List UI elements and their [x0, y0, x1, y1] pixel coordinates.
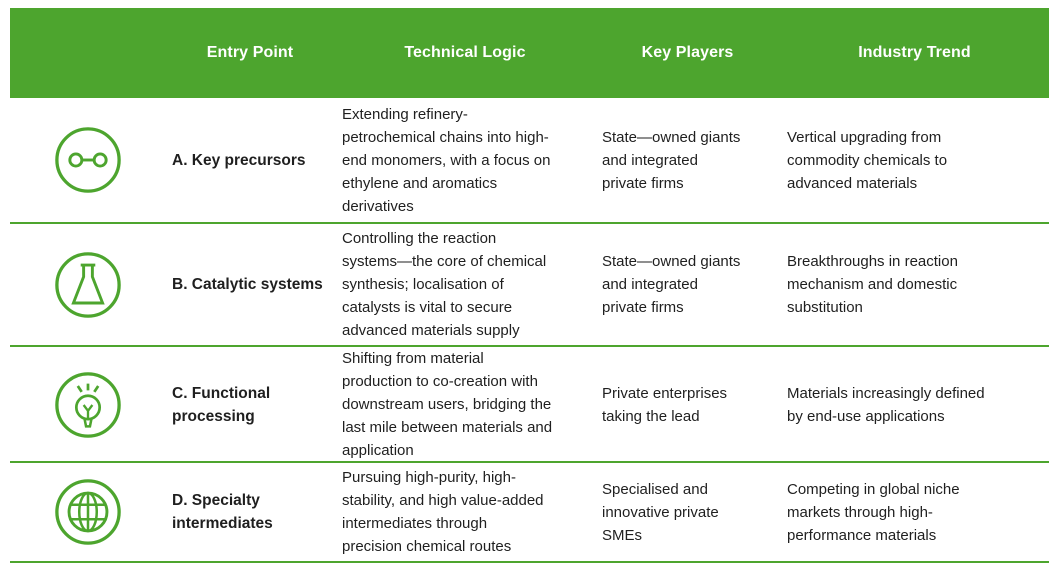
- industry-trend-cell: Vertical upgrading from commodity chemic…: [787, 128, 948, 192]
- key-players-cell: Private enterprises taking the lead: [602, 384, 728, 425]
- technical-logic-cell: Extending refinery- petrochemical chains…: [342, 105, 551, 215]
- table-row: B. Catalytic systems Controlling the rea…: [10, 224, 1049, 347]
- table-header-row: Entry Point Technical Logic Key Players …: [10, 8, 1049, 98]
- technical-logic-cell: Controlling the reaction systems—the cor…: [342, 230, 547, 339]
- column-header-entry-point: Entry Point: [206, 44, 294, 61]
- entry-point-cell: A. Key precursors: [172, 151, 306, 169]
- technical-logic-cell: Shifting from material production to co-…: [342, 350, 553, 459]
- industry-trend-cell: Breakthroughs in reaction mechanism and …: [787, 253, 958, 316]
- key-players-cell: Specialised and innovative private SMEs: [602, 480, 719, 544]
- technical-logic-cell: Pursuing high-purity, high- stability, a…: [342, 469, 544, 555]
- key-players-cell: State—owned giants and integrated privat…: [602, 253, 741, 316]
- entry-point-cell: B. Catalytic systems: [172, 276, 323, 293]
- entry-strategies-table: Entry Point Technical Logic Key Players …: [10, 8, 1049, 563]
- entry-point-cell: D. Specialty intermediates: [172, 492, 273, 532]
- industry-trend-cell: Competing in global niche markets throug…: [787, 480, 960, 544]
- industry-trend-cell: Materials increasingly defined by end-us…: [787, 384, 985, 425]
- column-header-industry-trend: Industry Trend: [858, 44, 971, 61]
- lightbulb-icon: [54, 371, 121, 438]
- molecular-bond-icon: [54, 127, 121, 193]
- globe-icon: [54, 479, 121, 545]
- key-players-cell: State—owned giants and integrated privat…: [602, 128, 741, 192]
- column-header-technical-logic: Technical Logic: [404, 44, 526, 61]
- row-icon-cell: [10, 477, 165, 547]
- flask-icon: [54, 251, 121, 318]
- table-row: D. Specialty intermediates Pursuing high…: [10, 463, 1049, 563]
- table-row: C. Functional processing Shifting from m…: [10, 347, 1049, 463]
- column-header-key-players: Key Players: [641, 44, 734, 61]
- entry-point-cell: C. Functional processing: [172, 384, 271, 425]
- table-row: A. Key precursors Extending refinery- pe…: [10, 98, 1049, 224]
- row-icon-cell: [10, 125, 165, 195]
- row-icon-cell: [10, 370, 165, 440]
- row-icon-cell: [10, 250, 165, 320]
